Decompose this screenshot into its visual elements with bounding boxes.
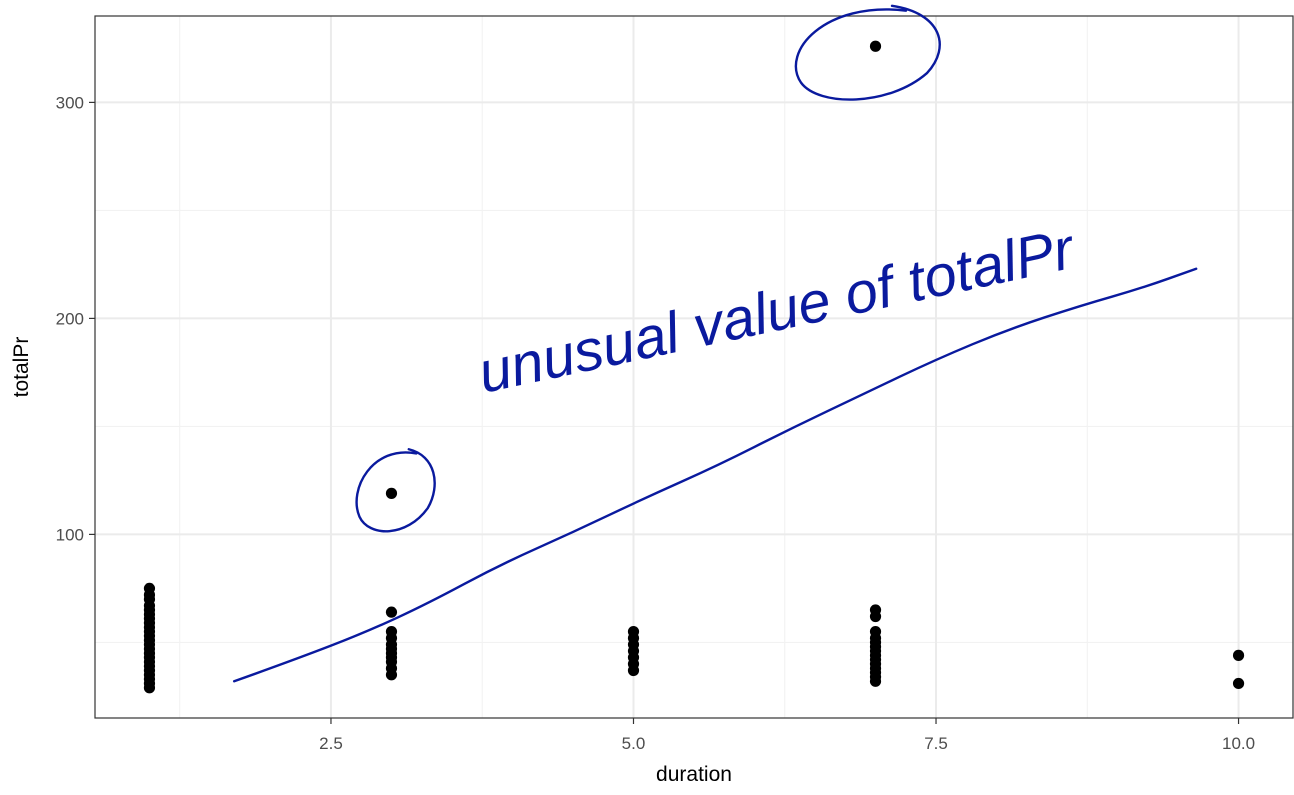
y-tick-label: 200: [56, 309, 84, 328]
x-tick-label: 10.0: [1222, 734, 1255, 753]
annotation-trend-curve: [232, 267, 1198, 683]
annotation-circle-outlier-2: [794, 4, 941, 101]
data-point: [143, 682, 156, 694]
plot-panel-border: [94, 15, 1294, 719]
data-point: [869, 40, 882, 52]
data-point: [869, 675, 882, 687]
data-point: [1232, 677, 1245, 690]
points-layer: [143, 40, 1245, 694]
y-axis-title: totalPr: [10, 337, 33, 398]
handwritten-annotation: unusual value of totalPr: [232, 4, 1198, 683]
x-tick-label: 7.5: [924, 734, 948, 753]
grid-minor: [95, 16, 1293, 718]
x-tick-label: 2.5: [319, 734, 343, 753]
x-tick-label: 5.0: [622, 734, 646, 753]
data-point: [385, 487, 398, 499]
x-axis: 2.5 5.0 7.5 10.0: [319, 718, 1255, 753]
data-point: [869, 610, 882, 623]
y-tick-label: 300: [56, 93, 84, 112]
data-point: [627, 664, 640, 677]
data-point: [385, 606, 398, 618]
grid-major: [95, 16, 1293, 718]
x-axis-title: duration: [656, 763, 732, 786]
y-tick-label: 100: [56, 525, 84, 544]
annotation-circle-outlier-1: [355, 448, 436, 533]
data-point: [1232, 649, 1245, 661]
data-point: [385, 669, 398, 681]
y-axis: 100 200 300: [56, 93, 95, 544]
annotation-text: unusual value of totalPr: [473, 216, 1082, 406]
